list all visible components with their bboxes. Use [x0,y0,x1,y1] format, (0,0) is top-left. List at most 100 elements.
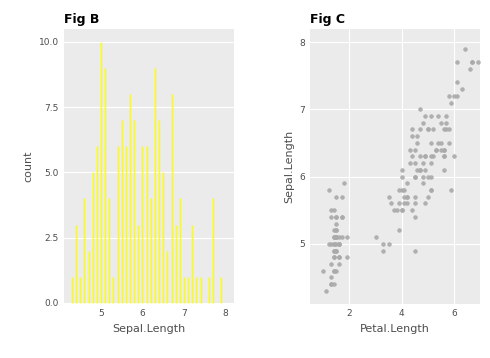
Point [338,194,345,200]
Point [340,180,348,186]
Point [332,194,340,200]
Point [432,147,440,153]
Point [421,154,429,159]
Point [440,154,447,159]
Point [327,281,335,287]
Point [332,234,340,240]
Point [380,248,388,253]
Point [406,147,414,153]
Point [411,200,419,206]
Point [332,248,340,253]
Point [416,106,424,112]
Point [330,248,338,253]
Point [324,241,332,247]
Point [330,234,338,240]
Point [327,207,335,213]
Point [371,234,379,240]
Point [327,281,335,287]
Point [338,214,345,220]
Point [411,194,419,200]
Point [432,147,440,153]
Point [419,120,427,126]
Point [450,154,458,159]
Point [332,227,340,233]
Point [403,194,411,200]
X-axis label: Petal.Length: Petal.Length [360,324,430,334]
Point [445,140,453,146]
Point [447,187,455,193]
Point [442,120,450,126]
Point [392,207,400,213]
Point [332,248,340,253]
Point [416,154,424,159]
Point [398,207,406,213]
Point [327,214,335,220]
Point [445,127,453,132]
Text: Fig B: Fig B [64,13,99,26]
Point [416,167,424,173]
Point [416,167,424,173]
Point [390,207,398,213]
Point [332,268,340,274]
Point [466,66,474,72]
Point [330,207,338,213]
Point [421,113,429,119]
Point [450,93,458,99]
Point [335,241,343,247]
Point [408,207,416,213]
Point [332,234,340,240]
Point [435,140,442,146]
Point [319,268,327,274]
Point [411,147,419,153]
Point [343,234,351,240]
Point [453,93,461,99]
Point [427,187,435,193]
Point [330,241,338,247]
Point [327,261,335,267]
Point [419,160,427,166]
Point [395,200,403,206]
Point [440,167,447,173]
Point [421,154,429,159]
Point [330,255,338,260]
Point [398,207,406,213]
Point [332,214,340,220]
Point [442,127,450,132]
Point [385,241,392,247]
Point [440,127,447,132]
Point [335,255,343,260]
Point [335,234,343,240]
Point [427,154,435,159]
Point [327,241,335,247]
Text: Fig C: Fig C [310,13,345,26]
Point [330,227,338,233]
Point [468,59,476,65]
Y-axis label: Sepal.Length: Sepal.Length [284,130,294,203]
Point [414,133,421,139]
Point [421,167,429,173]
Point [427,160,435,166]
Point [335,261,343,267]
Point [416,127,424,132]
Point [437,147,445,153]
Point [398,174,406,179]
Point [395,187,403,193]
Point [440,154,447,159]
Point [330,234,338,240]
Point [429,127,437,132]
Point [385,194,392,200]
Point [322,288,330,294]
Point [458,86,466,92]
Point [332,227,340,233]
Point [335,241,343,247]
Point [400,187,408,193]
Point [411,174,419,179]
Point [424,194,432,200]
X-axis label: Sepal.Length: Sepal.Length [112,324,185,334]
Point [335,241,343,247]
Point [330,248,338,253]
Point [330,268,338,274]
Point [330,281,338,287]
Point [332,241,340,247]
Point [427,187,435,193]
